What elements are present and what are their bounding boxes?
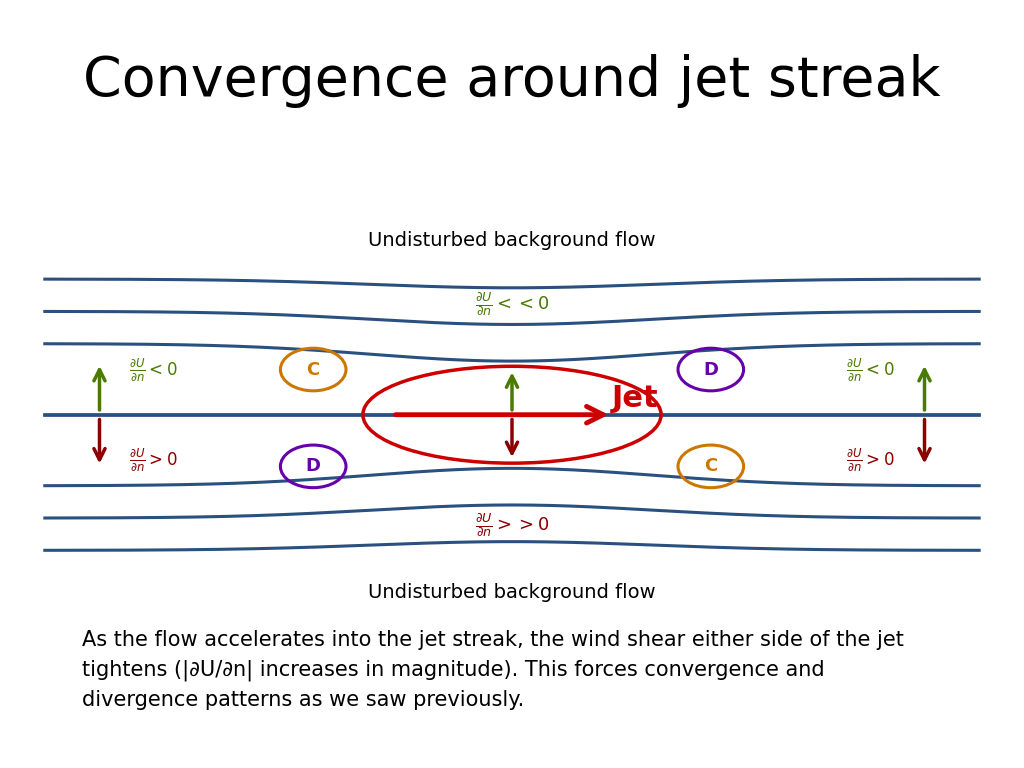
Text: C: C (306, 360, 319, 379)
Text: $\frac{\partial U}{\partial n} > 0$: $\frac{\partial U}{\partial n} > 0$ (846, 446, 895, 473)
Text: $\frac{\partial U}{\partial n} << 0$: $\frac{\partial U}{\partial n} << 0$ (475, 291, 549, 318)
Text: D: D (703, 360, 718, 379)
Text: $\frac{\partial U}{\partial n} < 0$: $\frac{\partial U}{\partial n} < 0$ (129, 356, 178, 383)
Text: As the flow accelerates into the jet streak, the wind shear either side of the j: As the flow accelerates into the jet str… (82, 630, 904, 710)
Text: Undisturbed background flow: Undisturbed background flow (369, 583, 655, 601)
Text: $\frac{\partial U}{\partial n} < 0$: $\frac{\partial U}{\partial n} < 0$ (846, 356, 895, 383)
Text: $\frac{\partial U}{\partial n} > 0$: $\frac{\partial U}{\partial n} > 0$ (129, 446, 178, 473)
Text: C: C (705, 458, 718, 475)
Text: D: D (306, 458, 321, 475)
Text: Jet: Jet (611, 384, 658, 412)
Text: $\frac{\partial U}{\partial n} >> 0$: $\frac{\partial U}{\partial n} >> 0$ (475, 511, 549, 538)
Text: Undisturbed background flow: Undisturbed background flow (369, 231, 655, 250)
Text: Convergence around jet streak: Convergence around jet streak (83, 54, 941, 108)
